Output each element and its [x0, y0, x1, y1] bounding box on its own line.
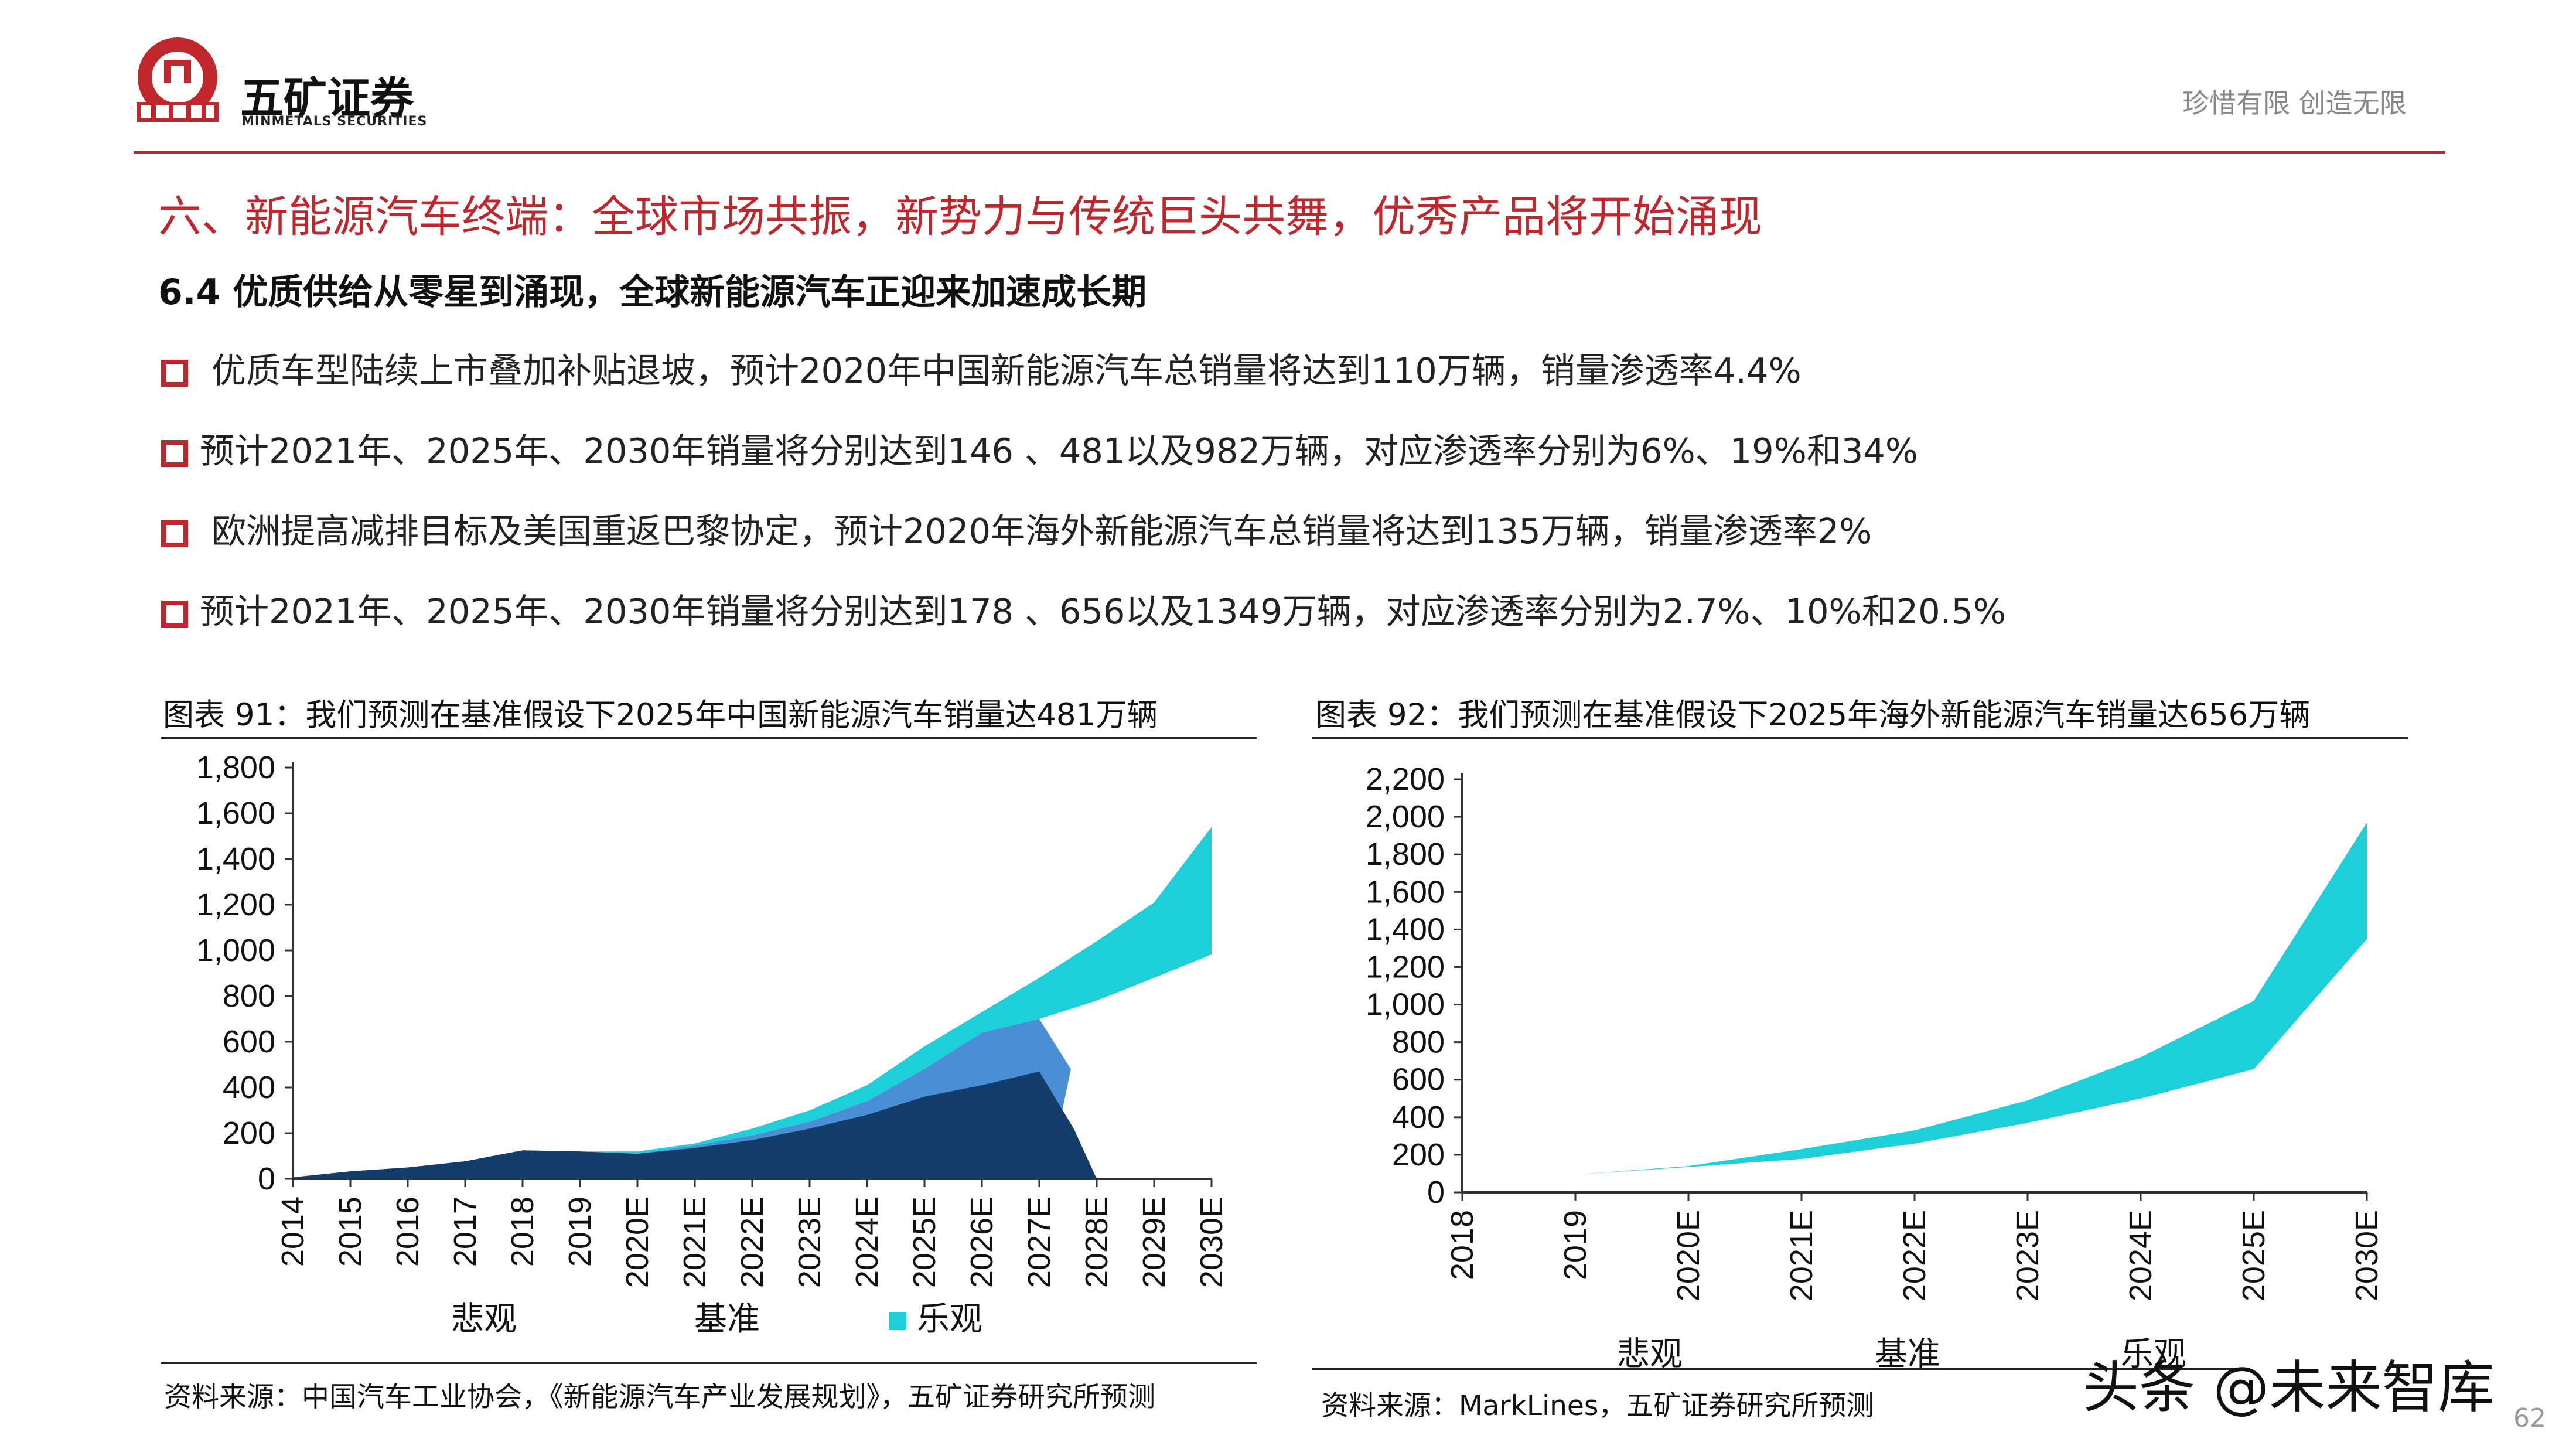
left-area-chart: 0 200 400 600 800 1,000 1,200 1,400 1,600 1,800 20…	[196, 750, 1229, 1337]
bullet-square-icon	[161, 439, 188, 467]
bullet-item: 优质车型陆续上市叠加补贴退坡，预计2020年中国新能源汽车总销量将达到110万辆…	[161, 343, 2387, 391]
y-tick-label: 1,000	[1366, 987, 1445, 1022]
bullet-list: 优质车型陆续上市叠加补贴退坡，预计2020年中国新能源汽车总销量将达到110万辆…	[161, 343, 2387, 632]
bullet-item: 预计2021年、2025年、2030年销量将分别达到146 、481以及982万…	[161, 423, 2387, 471]
y-tick-label: 2,000	[1366, 799, 1445, 834]
right-chart-source: 资料来源：MarkLines，五矿证券研究所预测	[1321, 1390, 1874, 1422]
x-tick-label: 2023E	[792, 1196, 827, 1288]
page-title: 六、新能源汽车终端：全球市场共振，新势力与传统巨头共舞，优秀产品将开始涌现	[158, 192, 1762, 242]
legend-label: 悲观	[1617, 1335, 1683, 1372]
x-tick-label: 2023E	[2010, 1210, 2045, 1301]
bullet-item: 预计2021年、2025年、2030年销量将分别达到178 、656以及1349…	[161, 584, 2387, 632]
brand-name-cn: 五矿证券	[240, 73, 414, 124]
x-tick-label: 2024E	[2123, 1210, 2158, 1301]
y-tick-label: 2,200	[1366, 762, 1445, 797]
bullet-square-icon	[161, 359, 188, 387]
x-tick-label: 2029E	[1137, 1196, 1172, 1288]
series-optimistic-area	[293, 827, 1212, 1178]
y-tick-label: 1,600	[196, 796, 275, 831]
x-tick-label: 2015	[333, 1196, 368, 1267]
section-subtitle: 6.4 优质供给从零星到涌现，全球新能源汽车正迎来加速成长期	[158, 272, 1147, 313]
x-tick-label: 2022E	[735, 1196, 770, 1288]
y-tick-label: 400	[1392, 1100, 1445, 1135]
left-chart-source: 资料来源：中国汽车工业协会，《新能源汽车产业发展规划》，五矿证券研究所预测	[164, 1381, 1155, 1413]
y-tick-label: 400	[223, 1070, 275, 1105]
watermark: 头条 @未来智库	[2083, 1355, 2495, 1420]
y-tick-label: 0	[258, 1161, 275, 1196]
bullet-text: 欧洲提高减排目标及美国重返巴黎协定，预计2020年海外新能源汽车总销量将达到13…	[211, 511, 1872, 551]
legend-label: 基准	[1875, 1335, 1940, 1372]
right-chart-title: 图表 92：我们预测在基准假设下2025年海外新能源汽车销量达656万辆	[1315, 697, 2311, 733]
legend-label: 悲观	[451, 1300, 517, 1337]
y-tick-label: 1,400	[196, 841, 275, 877]
x-tick-label: 2018	[1445, 1210, 1480, 1280]
bullet-text: 优质车型陆续上市叠加补贴退坡，预计2020年中国新能源汽车总销量将达到110万辆…	[211, 350, 1802, 391]
y-tick-label: 800	[1392, 1025, 1445, 1060]
bullet-text: 预计2021年、2025年、2030年销量将分别达到178 、656以及1349…	[200, 591, 2007, 632]
legend-label: 乐观	[2121, 1335, 2186, 1372]
bullet-square-icon	[161, 520, 188, 547]
y-tick-label: 1,200	[196, 887, 275, 922]
y-tick-label: 1,800	[196, 750, 275, 785]
x-tick-label: 2030E	[2349, 1210, 2384, 1301]
x-tick-label: 2026E	[964, 1196, 999, 1288]
y-tick-label: 1,000	[196, 933, 275, 968]
bullet-square-icon	[161, 600, 188, 628]
x-tick-label: 2025E	[907, 1196, 942, 1288]
y-tick-label: 1,200	[1366, 949, 1445, 984]
x-tick-label: 2016	[390, 1196, 425, 1267]
left-chart-title-rule	[161, 737, 1257, 739]
y-tick-label: 600	[1392, 1062, 1445, 1097]
x-tick-label: 2020E	[1671, 1210, 1706, 1301]
bullet-item: 欧洲提高减排目标及美国重返巴黎协定，预计2020年海外新能源汽车总销量将达到13…	[161, 503, 2387, 551]
legend-label: 乐观	[917, 1300, 982, 1337]
left-chart-title: 图表 91：我们预测在基准假设下2025年中国新能源汽车销量达481万辆	[163, 697, 1158, 733]
x-tick-label: 2022E	[1897, 1210, 1932, 1301]
brand-name-en: MINMETALS SECURITIES	[241, 114, 428, 129]
series-optimistic-band	[1575, 822, 2367, 1175]
x-tick-label: 2024E	[849, 1196, 885, 1288]
x-tick-label: 2019	[562, 1196, 598, 1267]
series-pessimistic-area	[293, 1071, 1097, 1179]
right-area-chart: 02004006008001,0001,2001,4001,6001,8002,…	[1366, 762, 2384, 1372]
y-tick-label: 200	[223, 1116, 275, 1151]
x-tick-label: 2019	[1558, 1210, 1593, 1280]
y-tick-label: 200	[1392, 1137, 1445, 1172]
x-tick-label: 2017	[448, 1196, 483, 1267]
x-tick-label: 2020E	[620, 1196, 655, 1288]
x-tick-label: 2014	[275, 1196, 311, 1267]
y-tick-label: 1,400	[1366, 912, 1445, 947]
x-tick-label: 2018	[505, 1196, 540, 1267]
x-tick-label: 2030E	[1194, 1196, 1229, 1288]
y-tick-label: 600	[223, 1024, 275, 1059]
left-source-rule	[161, 1362, 1257, 1364]
right-chart-title-rule	[1312, 737, 2408, 739]
page-number: 62	[2513, 1403, 2546, 1433]
header-divider	[134, 151, 2445, 154]
y-tick-label: 800	[223, 978, 275, 1014]
x-tick-label: 2025E	[2236, 1210, 2271, 1301]
x-tick-label: 2028E	[1079, 1196, 1114, 1288]
y-tick-label: 1,800	[1366, 837, 1445, 872]
slogan: 珍惜有限 创造无限	[2182, 87, 2407, 119]
x-tick-label: 2021E	[677, 1196, 712, 1288]
right-source-rule	[1312, 1368, 2250, 1370]
legend-label: 基准	[694, 1300, 760, 1337]
y-tick-label: 0	[1427, 1175, 1445, 1210]
x-tick-label: 2021E	[1784, 1210, 1819, 1301]
legend-marker	[889, 1312, 906, 1330]
bullet-text: 预计2021年、2025年、2030年销量将分别达到146 、481以及982万…	[200, 431, 1918, 471]
y-tick-label: 1,600	[1366, 874, 1445, 909]
logo	[134, 36, 221, 129]
x-tick-label: 2027E	[1022, 1196, 1057, 1288]
